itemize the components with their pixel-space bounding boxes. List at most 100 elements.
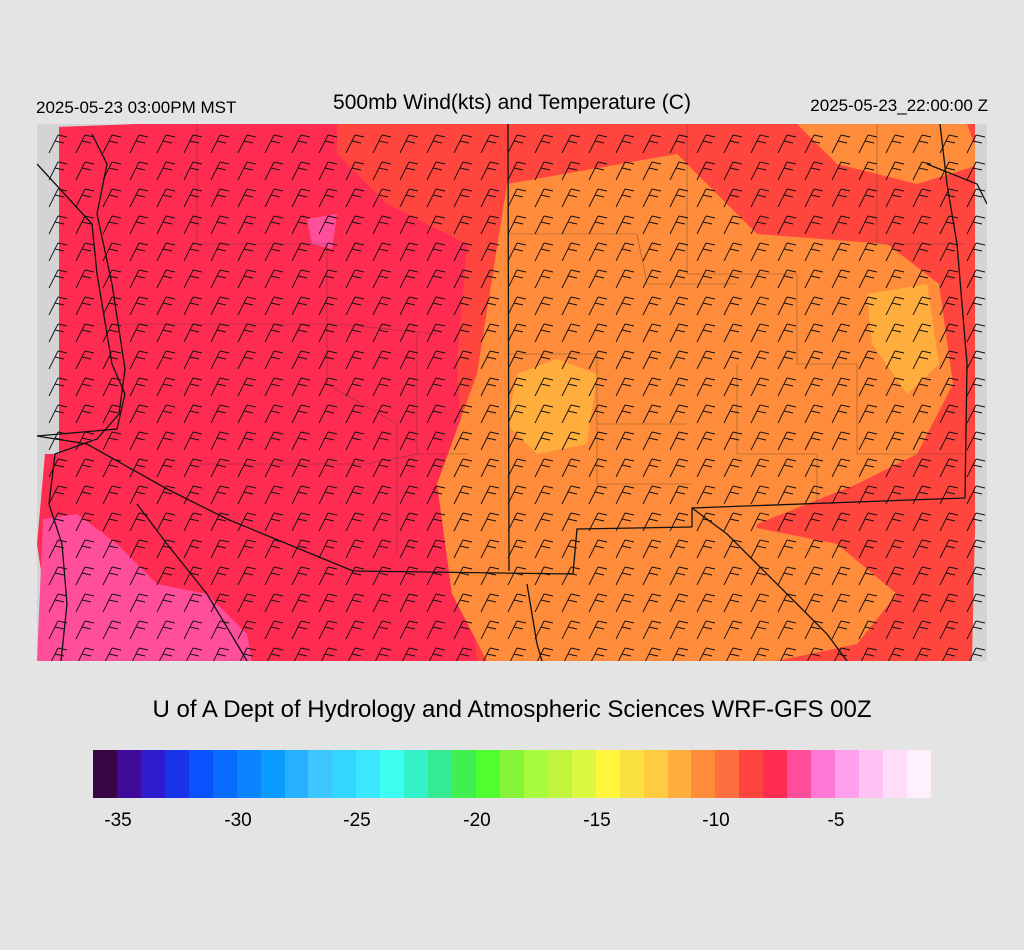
wind-barb — [507, 458, 518, 478]
wind-barb-flag — [891, 491, 902, 495]
wind-barb-flag — [216, 545, 227, 549]
wind-barb — [858, 215, 869, 235]
wind-barb — [831, 134, 842, 154]
colorbar-swatch — [811, 750, 836, 798]
wind-barb-flag — [408, 647, 419, 651]
wind-barb — [345, 269, 356, 289]
wind-barb-flag — [759, 188, 770, 192]
wind-barb — [966, 512, 977, 532]
wind-barb — [885, 620, 896, 640]
wind-barb-flag — [705, 431, 716, 435]
wind-barb — [453, 323, 464, 343]
wind-barb-flag — [138, 323, 149, 327]
wind-barb-flag — [678, 566, 689, 570]
wind-barb-flag — [270, 491, 281, 495]
county-line-4 — [326, 383, 398, 554]
wind-barb-flag — [702, 572, 713, 576]
wind-barb-flag — [702, 464, 713, 468]
wind-barb-flag — [381, 215, 392, 219]
wind-barb-flag — [894, 323, 905, 327]
wind-barb-flag — [567, 491, 578, 495]
wind-barb — [696, 296, 707, 316]
wind-barb-flag — [165, 539, 176, 543]
wind-barb-flag — [651, 134, 662, 138]
county-line-2 — [97, 323, 438, 335]
wind-barb — [561, 242, 572, 262]
wind-barb — [887, 647, 896, 661]
wind-barb — [912, 458, 923, 478]
wind-barb — [156, 269, 167, 289]
colorbar-swatch — [715, 750, 740, 798]
wind-barb — [696, 539, 707, 559]
wind-barb-flag — [972, 356, 983, 360]
wind-barb-flag — [729, 329, 740, 333]
wind-barb-flag — [324, 518, 335, 522]
wind-barb-flag — [108, 194, 119, 198]
wind-barb — [615, 350, 626, 370]
wind-barb-flag — [111, 161, 122, 165]
wind-barb — [669, 269, 680, 289]
wind-barb — [48, 188, 59, 208]
wind-barb-flag — [543, 215, 554, 219]
wind-barb-flag — [678, 215, 689, 219]
wind-barb — [507, 242, 518, 262]
wind-barb-flag — [729, 194, 740, 198]
wind-barb — [318, 539, 329, 559]
wind-barb-flag — [705, 323, 716, 327]
wind-barb — [939, 620, 950, 640]
wind-barb-flag — [273, 215, 284, 219]
wind-barb-flag — [408, 215, 419, 219]
wind-barb — [642, 404, 653, 424]
wind-barb — [210, 566, 221, 586]
wind-barb — [158, 647, 167, 661]
wind-barb-flag — [111, 323, 122, 327]
wind-barb-flag — [756, 194, 767, 198]
wind-barb-flag — [921, 647, 932, 651]
wind-barb-flag — [54, 302, 65, 306]
wind-barb — [858, 620, 869, 640]
wind-barb-flag — [435, 188, 446, 192]
wind-barb — [804, 350, 815, 370]
wind-barb-flag — [972, 599, 983, 603]
wind-barb-flag — [138, 242, 149, 246]
wind-barb-flag — [867, 593, 878, 597]
wind-barb-flag — [597, 620, 608, 624]
wind-barb — [588, 620, 599, 640]
wind-barb — [939, 458, 950, 478]
wind-barb-flag — [813, 512, 824, 516]
wind-barb-flag — [918, 221, 929, 225]
wind-barb — [561, 566, 572, 586]
wind-barb-flag — [354, 377, 365, 381]
wind-barb — [750, 566, 761, 586]
wind-barb — [75, 377, 86, 397]
wind-barb-flag — [543, 134, 554, 138]
wind-barb — [453, 539, 464, 559]
wind-barb-flag — [324, 329, 335, 333]
wind-barb-flag — [219, 350, 230, 354]
wind-barb-flag — [594, 410, 605, 414]
wind-barb — [183, 134, 194, 154]
wind-barb — [129, 242, 140, 262]
wind-barb-flag — [648, 545, 659, 549]
wind-barb — [237, 161, 248, 181]
wind-barb — [75, 620, 86, 640]
wind-barb-flag — [81, 221, 92, 225]
wind-barb-flag — [756, 302, 767, 306]
wind-barb-flag — [489, 512, 500, 516]
wind-barb-flag — [354, 161, 365, 165]
wind-barb-flag — [759, 593, 770, 597]
wind-barb — [615, 431, 626, 451]
wind-barb-flag — [162, 275, 173, 279]
wind-barb-flag — [702, 545, 713, 549]
wind-barb-flag — [516, 350, 527, 354]
wind-barb — [48, 539, 59, 559]
wind-barb — [777, 215, 788, 235]
wind-barb — [534, 431, 545, 451]
wind-barb-flag — [135, 302, 146, 306]
wind-barb — [750, 215, 761, 235]
wind-barb-flag — [759, 539, 770, 543]
wind-barb — [156, 215, 167, 235]
wind-barb — [642, 539, 653, 559]
wind-barb-flag — [594, 491, 605, 495]
wind-barb — [885, 242, 896, 262]
